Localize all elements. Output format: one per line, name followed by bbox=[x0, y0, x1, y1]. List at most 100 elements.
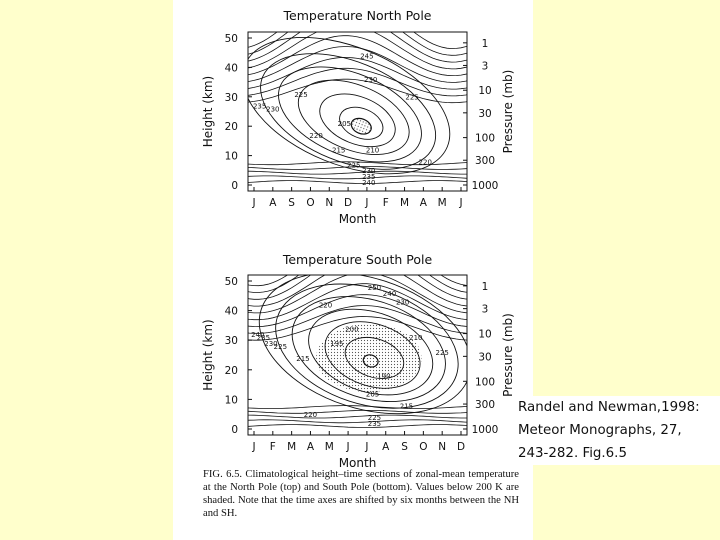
y-tick-label: 40 bbox=[225, 62, 238, 74]
y2-tick-label: 3 bbox=[482, 304, 489, 316]
y-tick-label: 20 bbox=[225, 365, 238, 377]
x-tick-label: J bbox=[346, 441, 350, 453]
contour-value-label: 225 bbox=[435, 349, 448, 357]
contour-line bbox=[248, 67, 467, 97]
contour-value-label: 230 bbox=[264, 340, 277, 348]
y-tick-label: 30 bbox=[225, 335, 238, 347]
contour-value-label: 200 bbox=[345, 325, 358, 333]
contour-line bbox=[275, 283, 459, 409]
contour-line bbox=[248, 414, 467, 419]
contour-value-label: 230 bbox=[266, 106, 279, 114]
y-tick-label: 0 bbox=[231, 424, 238, 436]
contour-value-label: 220 bbox=[319, 302, 332, 310]
contour-value-label: 230 bbox=[396, 299, 409, 307]
contour-line bbox=[248, 78, 467, 104]
x-tick-label: M bbox=[400, 197, 409, 209]
contour-line bbox=[278, 66, 422, 163]
y2-axis-label: Pressure (mb) bbox=[501, 70, 515, 154]
contour-line bbox=[362, 354, 379, 368]
y-tick-label: 40 bbox=[225, 306, 238, 318]
x-tick-label: J bbox=[251, 441, 255, 453]
contour-line bbox=[248, 32, 467, 50]
x-tick-label: D bbox=[344, 197, 352, 209]
x-tick-label: A bbox=[307, 441, 315, 453]
y-tick-label: 20 bbox=[225, 121, 238, 133]
citation-box: Randel and Newman,1998: Meteor Monograph… bbox=[517, 396, 720, 465]
y2-tick-label: 300 bbox=[475, 155, 495, 167]
contour-line bbox=[260, 53, 437, 170]
y2-tick-label: 30 bbox=[478, 351, 491, 363]
contour-value-label: 235 bbox=[368, 420, 381, 428]
x-tick-label: M bbox=[325, 441, 334, 453]
x-tick-label: J bbox=[251, 197, 255, 209]
citation-line: 243-282. Fig.6.5 bbox=[518, 446, 627, 461]
contour-value-label: 240 bbox=[362, 179, 375, 187]
contour-value-label: 235 bbox=[257, 334, 270, 342]
chart-title: Temperature North Pole bbox=[283, 8, 432, 23]
x-tick-label: J bbox=[458, 197, 462, 209]
contour-line bbox=[350, 117, 372, 135]
contour-line bbox=[344, 336, 405, 379]
x-tick-label: M bbox=[287, 441, 296, 453]
contour-line bbox=[248, 32, 467, 70]
contour-lines bbox=[248, 32, 467, 184]
y2-tick-label: 10 bbox=[478, 329, 491, 341]
contour-value-label: 210 bbox=[366, 147, 379, 155]
y2-axis-label: Pressure (mb) bbox=[501, 313, 515, 397]
contour-value-label: 230 bbox=[364, 76, 377, 84]
contour-line bbox=[248, 305, 467, 334]
contour-value-label: 225 bbox=[294, 91, 307, 99]
contour-value-label: 205 bbox=[338, 120, 351, 128]
chart-title: Temperature South Pole bbox=[282, 252, 433, 267]
y2-tick-label: 1 bbox=[482, 281, 489, 293]
contour-value-label: 225 bbox=[368, 414, 381, 422]
contour-line bbox=[248, 275, 467, 287]
y2-tick-label: 1000 bbox=[472, 424, 499, 436]
y2-tick-label: 300 bbox=[475, 399, 495, 411]
y-tick-label: 10 bbox=[225, 151, 238, 163]
figure-caption: FIG. 6.5. Climatological height–time sec… bbox=[203, 469, 519, 519]
x-tick-label: S bbox=[401, 441, 408, 453]
contour-line bbox=[248, 56, 467, 90]
shaded-region bbox=[316, 323, 422, 392]
contour-line bbox=[248, 275, 467, 307]
contour-line bbox=[248, 424, 467, 428]
x-tick-label: A bbox=[382, 441, 390, 453]
x-tick-label: A bbox=[269, 197, 277, 209]
contour-line bbox=[248, 161, 467, 166]
x-tick-label: A bbox=[420, 197, 428, 209]
contour-line bbox=[248, 35, 467, 77]
contour-line bbox=[248, 419, 467, 424]
x-tick-label: F bbox=[383, 197, 389, 209]
y2-tick-label: 1000 bbox=[472, 180, 499, 192]
contour-value-label: 205 bbox=[366, 390, 379, 398]
y-axis-label: Height (km) bbox=[201, 319, 215, 390]
y-axis-label: Height (km) bbox=[201, 76, 215, 147]
contour-value-label: 250 bbox=[368, 284, 381, 292]
contour-line bbox=[248, 283, 467, 321]
y-tick-label: 30 bbox=[225, 92, 238, 104]
contour-line bbox=[297, 79, 410, 155]
contour-value-label: 215 bbox=[400, 402, 413, 410]
x-tick-label: F bbox=[270, 441, 276, 453]
contour-value-label: 195 bbox=[330, 340, 343, 348]
contour-value-label: 220 bbox=[304, 411, 317, 419]
contour-line bbox=[248, 275, 467, 300]
contour-line bbox=[248, 46, 467, 83]
contour-line bbox=[248, 170, 467, 175]
contour-value-label: 240 bbox=[383, 290, 396, 298]
x-axis-label: Month bbox=[339, 212, 377, 226]
contour-value-label: 235 bbox=[362, 173, 375, 181]
contour-value-label: 190 bbox=[377, 373, 390, 381]
citation-line: Randel and Newman,1998: bbox=[518, 400, 700, 415]
contour-line bbox=[248, 275, 467, 293]
y-tick-label: 50 bbox=[225, 33, 238, 45]
contour-value-label: 225 bbox=[347, 161, 360, 169]
contour-line bbox=[248, 37, 451, 175]
contour-line bbox=[308, 308, 434, 396]
y2-tick-label: 1 bbox=[482, 38, 489, 50]
contour-line bbox=[248, 32, 467, 56]
contour-line bbox=[258, 275, 467, 415]
contour-value-label: 215 bbox=[296, 355, 309, 363]
contour-value-label: 230 bbox=[362, 167, 375, 175]
